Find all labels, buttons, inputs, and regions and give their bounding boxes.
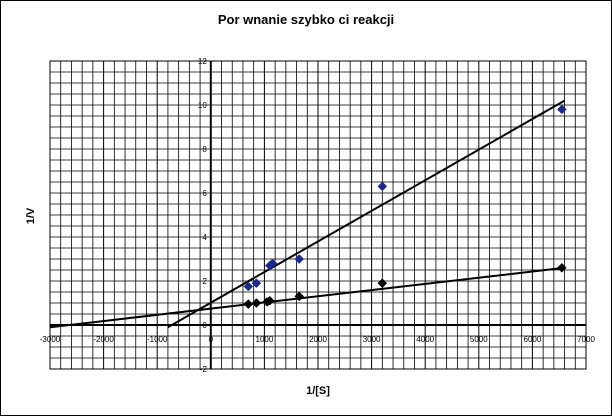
trendline-series-1 [167, 99, 566, 329]
y-tick-label: -2 [200, 365, 208, 374]
x-tick-label: 5000 [470, 335, 488, 344]
x-tick-label: -1000 [147, 335, 168, 344]
x-tick-label: 1000 [256, 335, 274, 344]
x-tick-label: 4000 [416, 335, 434, 344]
y-tick-label: 0 [202, 321, 207, 330]
x-axis-label: 1/[S] [306, 385, 330, 397]
y-tick-label: 8 [202, 145, 207, 154]
tick-labels: -3000 -2000 -1000 0 1000 2000 3000 4000 5000 6000… [40, 57, 596, 374]
data-point-series-1 [243, 281, 254, 292]
x-tick-label: 7000 [577, 335, 595, 344]
y-tick-label: 10 [198, 101, 207, 110]
grid [49, 60, 587, 370]
data-point-series-2 [294, 291, 305, 302]
trendlines [49, 99, 566, 329]
data-point-series-1 [294, 254, 305, 264]
data-point-series-2 [264, 295, 275, 306]
trendline-series-2 [49, 266, 565, 329]
x-tick-label: 6000 [524, 335, 542, 344]
chart-title: Por wnanie szybko ci reakcji [218, 12, 394, 27]
y-tick-label: 2 [202, 277, 207, 286]
x-tick-label: 0 [209, 335, 214, 344]
data-point-series-1 [557, 104, 567, 115]
data-point-series-1 [267, 258, 278, 269]
data-point-series-1 [377, 181, 388, 192]
x-tick-label: 3000 [363, 335, 381, 344]
data-point-series-2 [557, 262, 567, 273]
y-tick-label: 12 [198, 57, 207, 66]
data-point-series-2 [243, 299, 254, 309]
x-tick-label: -3000 [40, 335, 61, 344]
y-tick-label: 6 [202, 189, 207, 198]
x-tick-label: -2000 [93, 335, 114, 344]
y-axis-label: 1/V [25, 207, 37, 224]
axes [50, 61, 586, 369]
data-point-series-2 [377, 278, 388, 289]
data-point-series-2 [251, 298, 262, 308]
data-points [243, 104, 567, 309]
data-point-series-1 [251, 278, 262, 289]
x-tick-label: 2000 [309, 335, 327, 344]
y-tick-label: 4 [202, 233, 207, 242]
